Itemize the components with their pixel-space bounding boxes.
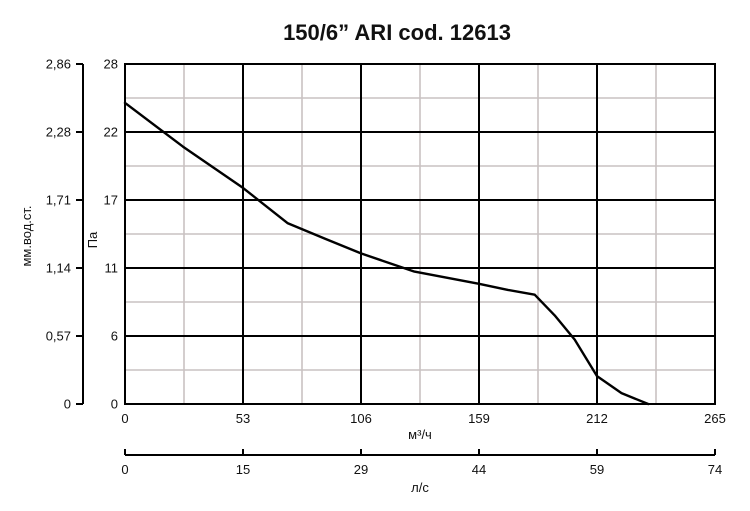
tick-labels: 0 6 11 17 22 28 0 53 106 159 212 265 0 0,57 1,14 1,71 2,… (46, 57, 726, 478)
x-tick-label-secondary: 0 (121, 462, 128, 477)
x-tick-label-secondary: 44 (472, 462, 486, 477)
y-tick-label-secondary: 1,14 (46, 261, 71, 276)
plot-frame (124, 63, 716, 405)
pressure-curve (123, 101, 650, 406)
x-tick-label-primary: 0 (121, 411, 128, 426)
y-tick-label-primary: 6 (111, 329, 118, 344)
x-tick-label-secondary: 59 (590, 462, 604, 477)
x-tick-label-primary: 106 (350, 411, 372, 426)
x-tick-label-primary: 265 (704, 411, 726, 426)
y-tick-label-secondary: 0 (64, 397, 71, 412)
y-axis-label-primary: Па (85, 231, 100, 248)
y-tick-label-primary: 11 (105, 261, 119, 276)
x-tick-label-primary: 53 (236, 411, 250, 426)
chart-title: 150/6” ARI cod. 12613 (283, 20, 511, 45)
left-secondary-axis (76, 63, 84, 405)
bottom-secondary-axis (124, 449, 716, 456)
y-tick-label-primary: 22 (104, 125, 118, 140)
y-tick-label-secondary: 0,57 (46, 329, 71, 344)
x-tick-label-primary: 212 (586, 411, 608, 426)
y-tick-label-primary: 0 (111, 397, 118, 412)
x-tick-label-primary: 159 (468, 411, 490, 426)
major-grid (125, 64, 715, 404)
x-tick-label-secondary: 74 (708, 462, 722, 477)
y-tick-label-secondary: 2,86 (46, 57, 71, 72)
minor-grid (125, 64, 715, 404)
x-axis-label-primary: м³/ч (408, 427, 432, 442)
x-tick-label-secondary: 29 (354, 462, 368, 477)
y-tick-label-secondary: 2,28 (46, 125, 71, 140)
x-axis-label-secondary: л/с (411, 480, 429, 495)
y-axis-label-secondary: мм.вод.ст. (19, 205, 34, 266)
y-tick-label-secondary: 1,71 (46, 193, 71, 208)
x-tick-label-secondary: 15 (236, 462, 250, 477)
y-tick-label-primary: 17 (104, 193, 118, 208)
y-tick-label-primary: 28 (104, 57, 118, 72)
